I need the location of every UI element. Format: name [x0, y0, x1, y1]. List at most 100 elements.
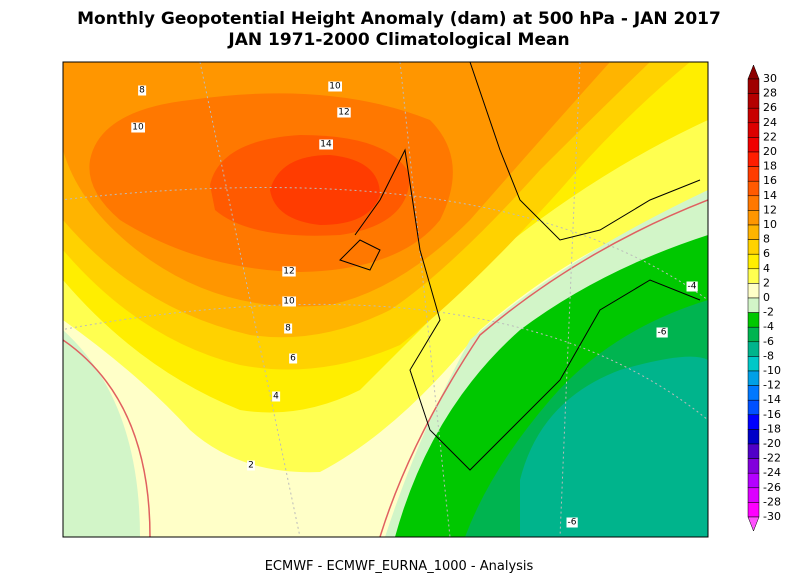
colorbar-label: -12 — [763, 379, 781, 392]
colorbar-swatch — [747, 166, 760, 182]
contour-label-bg — [289, 353, 298, 364]
colorbar-label: 30 — [763, 72, 777, 85]
colorbar-label: 4 — [763, 262, 770, 275]
contour-label-bg — [284, 323, 293, 334]
colorbar-label: 22 — [763, 130, 777, 143]
colorbar-label: -2 — [763, 306, 774, 319]
colorbar-label: -8 — [763, 349, 774, 362]
colorbar-swatch — [747, 137, 760, 153]
colorbar-swatch — [747, 443, 760, 459]
colorbar-label: -14 — [763, 393, 781, 406]
colorbar-label: 16 — [763, 174, 777, 187]
colorbar-label: -26 — [763, 481, 781, 494]
colorbar-label: 20 — [763, 145, 777, 158]
footer: ECMWF - ECMWF_EURNA_1000 - Analysis — [265, 559, 534, 574]
contour-label-bg — [247, 460, 255, 471]
colorbar-label: -28 — [763, 495, 781, 508]
colorbar-swatch — [747, 210, 760, 226]
colorbar-swatch — [747, 502, 760, 518]
contour-label: 10 — [329, 82, 341, 92]
colorbar-swatch — [747, 122, 760, 138]
colorbar-swatch — [747, 107, 760, 124]
colorbar-label: -6 — [763, 335, 774, 348]
colorbar-label: 8 — [763, 233, 770, 246]
contour-label-bg — [566, 517, 578, 528]
colorbar-label: -18 — [763, 422, 781, 435]
contour-label: 10 — [283, 297, 295, 307]
colorbar-label: -30 — [763, 510, 781, 523]
colorbar-swatch — [747, 224, 760, 240]
colorbar-label: 10 — [763, 218, 777, 231]
colorbar-swatch — [747, 429, 760, 445]
colorbar-label: 18 — [763, 160, 777, 173]
colorbar-swatch — [747, 399, 760, 416]
colorbar-swatch — [747, 326, 760, 343]
colorbar-swatch — [747, 414, 760, 430]
contour-label: 4 — [273, 392, 279, 402]
contour-label: 8 — [285, 324, 291, 334]
colorbar-swatch — [747, 151, 760, 167]
colorbar-swatch — [747, 341, 760, 357]
map-area — [63, 62, 708, 537]
colorbar-swatch — [747, 487, 760, 503]
colorbar-label: 6 — [763, 247, 770, 260]
colorbar-label: -20 — [763, 437, 781, 450]
contour-label: -6 — [658, 328, 667, 338]
colorbar-label: 2 — [763, 276, 770, 289]
colorbar-swatch — [747, 283, 760, 299]
contour-label: -6 — [568, 518, 577, 528]
contour-label: 12 — [283, 267, 294, 277]
contour-label-bg — [282, 266, 296, 277]
colorbar-swatch — [747, 356, 760, 372]
colorbar-swatch — [747, 312, 760, 328]
contour-label: 2 — [248, 461, 254, 471]
colorbar: 302826242220181614121086420-2-4-6-8-10-1… — [747, 64, 781, 532]
contour-label: 6 — [290, 354, 296, 364]
colorbar-swatch — [747, 239, 760, 255]
contour-labels: 8 10 10 12 14 12 10 8 6 4 2 -4 -6 -6 — [131, 81, 698, 528]
colorbar-swatch — [747, 253, 760, 270]
colorbar-end — [747, 516, 760, 532]
colorbar-label: 26 — [763, 101, 777, 114]
contour-label: 14 — [320, 140, 332, 150]
contour-label: -4 — [688, 282, 697, 292]
contour-label-bg — [328, 81, 342, 92]
colorbar-label: -22 — [763, 452, 781, 465]
colorbar-end — [747, 64, 760, 80]
subtitle: JAN 1971-2000 Climatological Mean — [227, 30, 569, 50]
colorbar-swatch — [747, 297, 760, 313]
contour-label: 10 — [132, 123, 144, 133]
colorbar-label: 0 — [763, 291, 770, 304]
contour-label: 12 — [338, 108, 349, 118]
colorbar-label: 24 — [763, 116, 777, 129]
colorbar-label: -4 — [763, 320, 774, 333]
colorbar-label: -24 — [763, 466, 781, 479]
colorbar-swatch — [747, 458, 760, 474]
colorbar-label: -16 — [763, 408, 781, 421]
map-frame — [62, 61, 709, 538]
contour-label-bg — [337, 107, 351, 118]
colorbar-label: 28 — [763, 87, 777, 100]
contour-label-bg — [131, 122, 145, 133]
contour-label-bg — [656, 327, 668, 338]
colorbar-swatch — [747, 93, 760, 109]
colorbar-label: 12 — [763, 203, 777, 216]
colorbar-swatch — [747, 78, 760, 94]
contour-label-bg — [282, 296, 296, 307]
colorbar-label: -10 — [763, 364, 781, 377]
contour-label: 8 — [139, 86, 145, 96]
contour-label-bg — [686, 281, 698, 292]
contour-label-bg — [272, 391, 281, 402]
colorbar-swatch — [747, 268, 760, 284]
colorbar-label: 14 — [763, 189, 777, 202]
colorbar-swatch — [747, 195, 760, 211]
colorbar-swatch — [747, 370, 760, 386]
contour-label-bg — [138, 85, 147, 96]
colorbar-swatch — [747, 180, 760, 197]
colorbar-swatch — [747, 385, 760, 401]
contour-label-bg — [319, 139, 333, 150]
colorbar-swatch — [747, 472, 760, 489]
title: Monthly Geopotential Height Anomaly (dam… — [77, 9, 721, 29]
